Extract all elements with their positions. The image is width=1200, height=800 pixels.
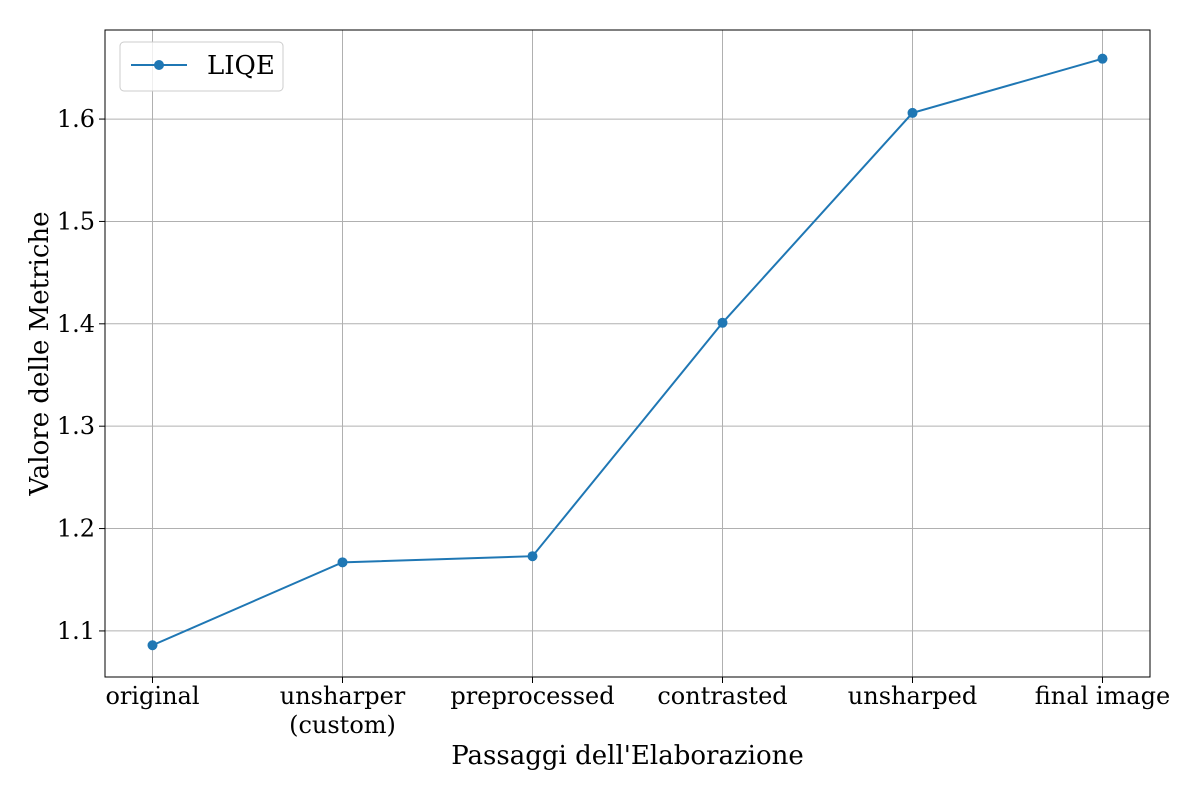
plot-frame (104, 29, 1151, 678)
y-tick-label: 1.3 (57, 412, 95, 440)
y-tick-label: 1.2 (57, 515, 95, 543)
data-point (337, 557, 348, 568)
data-point (147, 640, 158, 651)
y-tick-label: 1.6 (57, 105, 95, 133)
grid (105, 30, 1150, 677)
data-point (717, 317, 728, 328)
legend-entry-liqe: LIQE (207, 51, 275, 81)
x-tick-label: preprocessed (450, 682, 614, 710)
legend-marker-swatch (154, 60, 164, 70)
series-lines (147, 53, 1108, 651)
x-tick-label: unsharped (848, 682, 977, 710)
series-line-liqe (152, 57, 1103, 647)
x-tick-label: final image (1035, 682, 1170, 710)
data-point (907, 107, 918, 118)
y-axis-label: Valore delle Metriche (25, 211, 55, 496)
x-tick-label: unsharper (custom) (280, 682, 406, 739)
data-point (1097, 53, 1108, 64)
x-axis-ticks: original unsharper (custom) preprocessed con… (105, 677, 1170, 739)
y-tick-label: 1.4 (57, 310, 95, 338)
legend: LIQE (119, 41, 284, 92)
y-tick-label: 1.5 (57, 207, 95, 235)
x-tick-label: contrasted (657, 682, 787, 710)
data-point (527, 551, 538, 562)
y-tick-label: 1.1 (57, 617, 95, 645)
legend-box (119, 41, 284, 92)
y-axis-ticks: 1.1 1.2 1.3 1.4 1.5 1.6 (57, 105, 105, 645)
x-tick-label: original (105, 682, 199, 710)
x-axis-label: Passaggi dell'Elaborazione (451, 741, 804, 771)
